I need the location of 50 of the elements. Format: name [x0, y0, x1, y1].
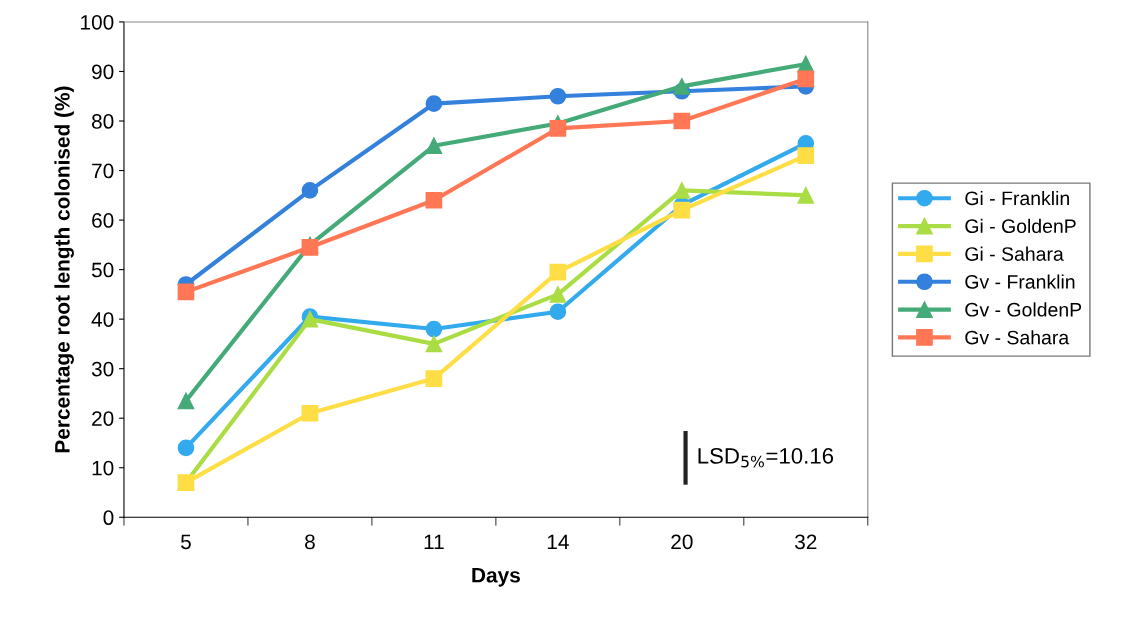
point	[549, 263, 567, 281]
x-tick-label: 5	[181, 534, 191, 550]
legend-label: Gv - GoldenP	[965, 302, 1082, 317]
y-tick-label: 30	[91, 361, 114, 377]
point	[425, 191, 443, 209]
point	[549, 120, 567, 137]
point	[797, 147, 815, 165]
y-tick-label: 80	[91, 114, 114, 129]
y-tick-label: 50	[91, 262, 114, 278]
point	[301, 182, 319, 199]
legend-label: Gi - GoldenP	[965, 218, 1076, 234]
x-tick-label: 8	[305, 534, 315, 550]
x-tick-label: 11	[424, 534, 444, 550]
legend-label: Gi - Franklin	[965, 190, 1069, 206]
y-tick-label: 70	[92, 163, 114, 179]
point	[673, 78, 691, 95]
y-tick-label: 20	[92, 411, 114, 426]
annotation: LSD$_{5%}$=10.16	[698, 448, 834, 468]
y-tick-label: 60	[92, 213, 114, 228]
point	[177, 392, 195, 410]
point	[797, 55, 815, 73]
point	[797, 70, 815, 88]
y-axis-title: Percentage root length colonised (%)	[54, 86, 74, 453]
x-tick-label: 14	[547, 534, 569, 550]
y-tick-label: 0	[103, 510, 114, 526]
y-tick-label: 100	[81, 14, 114, 30]
point	[673, 201, 691, 219]
point	[301, 404, 319, 422]
x-tick-label: 32	[795, 534, 817, 550]
legend-label: Gv - Sahara	[965, 330, 1070, 345]
point	[797, 186, 815, 204]
point	[425, 95, 443, 113]
point	[549, 87, 567, 105]
point	[425, 370, 443, 387]
point	[425, 137, 443, 155]
x-axis-title: Days	[472, 568, 520, 587]
point	[673, 182, 691, 199]
y-tick-label: 90	[92, 64, 114, 80]
y-tick-label: 10	[92, 460, 114, 476]
legend-label: Gi - Sahara	[965, 246, 1064, 261]
point	[673, 112, 691, 130]
legend-label: Gv - Franklin	[965, 274, 1075, 289]
y-tick-label: 40	[91, 312, 114, 327]
point	[177, 283, 195, 301]
x-tick-label: 20	[671, 534, 693, 550]
point	[549, 303, 567, 321]
point	[425, 335, 443, 353]
point	[425, 320, 443, 338]
point	[177, 439, 195, 457]
point	[549, 286, 567, 303]
